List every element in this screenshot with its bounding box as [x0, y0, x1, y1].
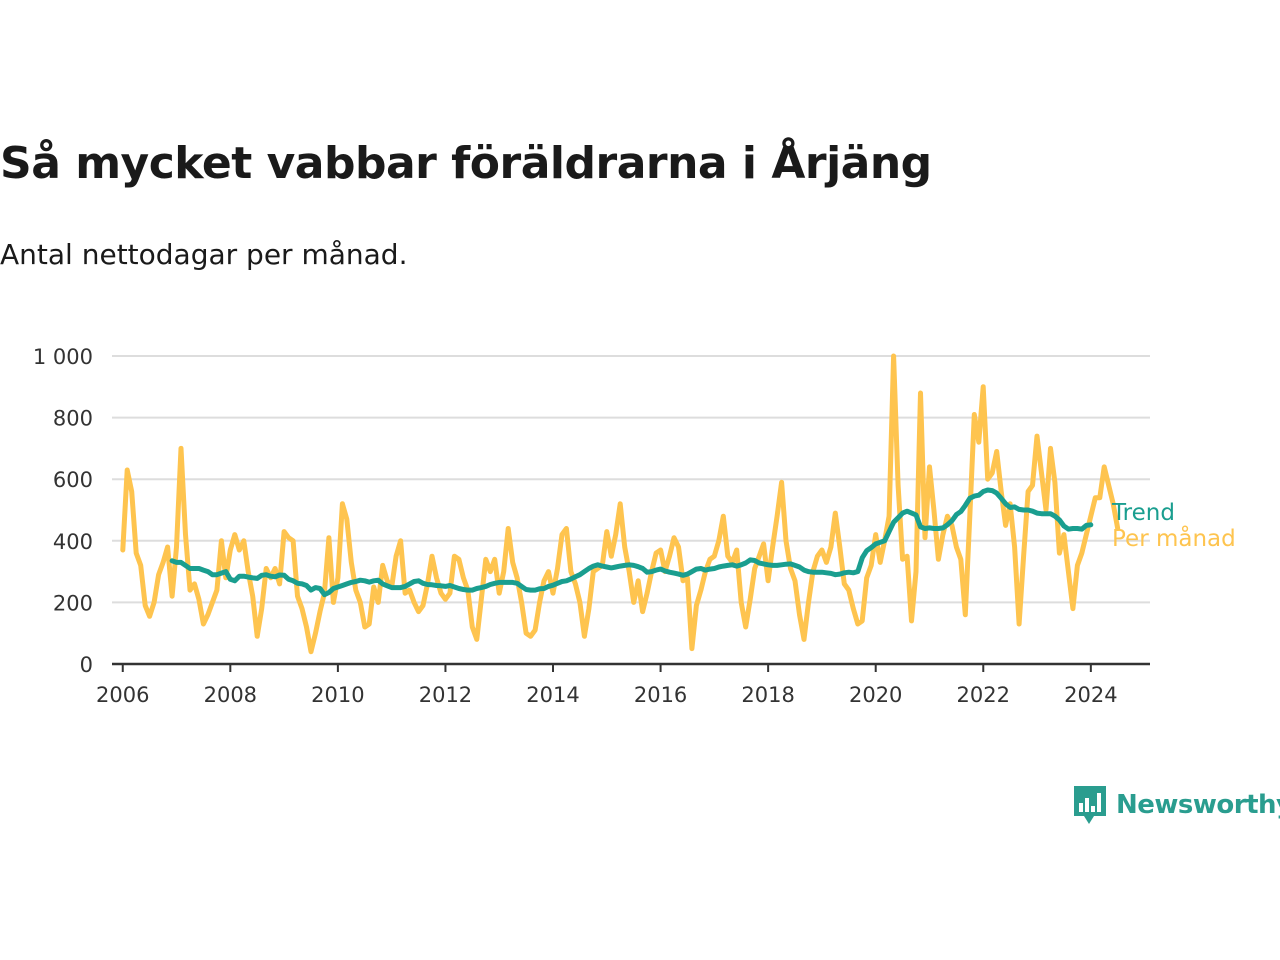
- x-tick-label: 2012: [419, 683, 472, 707]
- newsworthy-logo: Newsworthy: [1072, 784, 1280, 826]
- series-lines: [120, 353, 1121, 655]
- series-line-per-manad: [120, 353, 1121, 655]
- y-tick-label: 200: [53, 591, 93, 615]
- chart-subtitle: Antal nettodagar per månad.: [0, 238, 408, 271]
- y-tick-label: 0: [80, 653, 93, 677]
- x-axis: [112, 662, 1150, 672]
- y-tick-label: 1 000: [33, 345, 93, 369]
- x-tick-label: 2014: [526, 683, 579, 707]
- x-tick-label: 2022: [957, 683, 1010, 707]
- x-tick-label: 2010: [311, 683, 364, 707]
- series-label-trend: Trend: [1111, 500, 1175, 526]
- x-tick-label: 2024: [1064, 683, 1117, 707]
- x-axis-tick-labels: 2006 2008 2010 2012 2014 2016 2018 2020 2022 2024: [96, 683, 1118, 707]
- series-label-per-manad: Per månad: [1112, 524, 1236, 552]
- logo-text: Newsworthy: [1116, 790, 1280, 820]
- y-tick-label: 400: [53, 530, 93, 554]
- series-line-trend: [169, 487, 1094, 598]
- y-axis-tick-labels: 0 200 400 600 800 1 000: [33, 345, 93, 677]
- y-tick-label: 800: [53, 407, 93, 431]
- x-tick-label: 2008: [204, 683, 257, 707]
- chart-title: Så mycket vabbar föräldrarna i Årjäng: [0, 138, 932, 189]
- x-tick-label: 2016: [634, 683, 687, 707]
- bar-chart-speech-bubble-icon: [1074, 786, 1106, 824]
- x-tick-label: 2006: [96, 683, 149, 707]
- x-tick-label: 2020: [849, 683, 902, 707]
- x-tick-label: 2018: [741, 683, 794, 707]
- y-tick-label: 600: [53, 468, 93, 492]
